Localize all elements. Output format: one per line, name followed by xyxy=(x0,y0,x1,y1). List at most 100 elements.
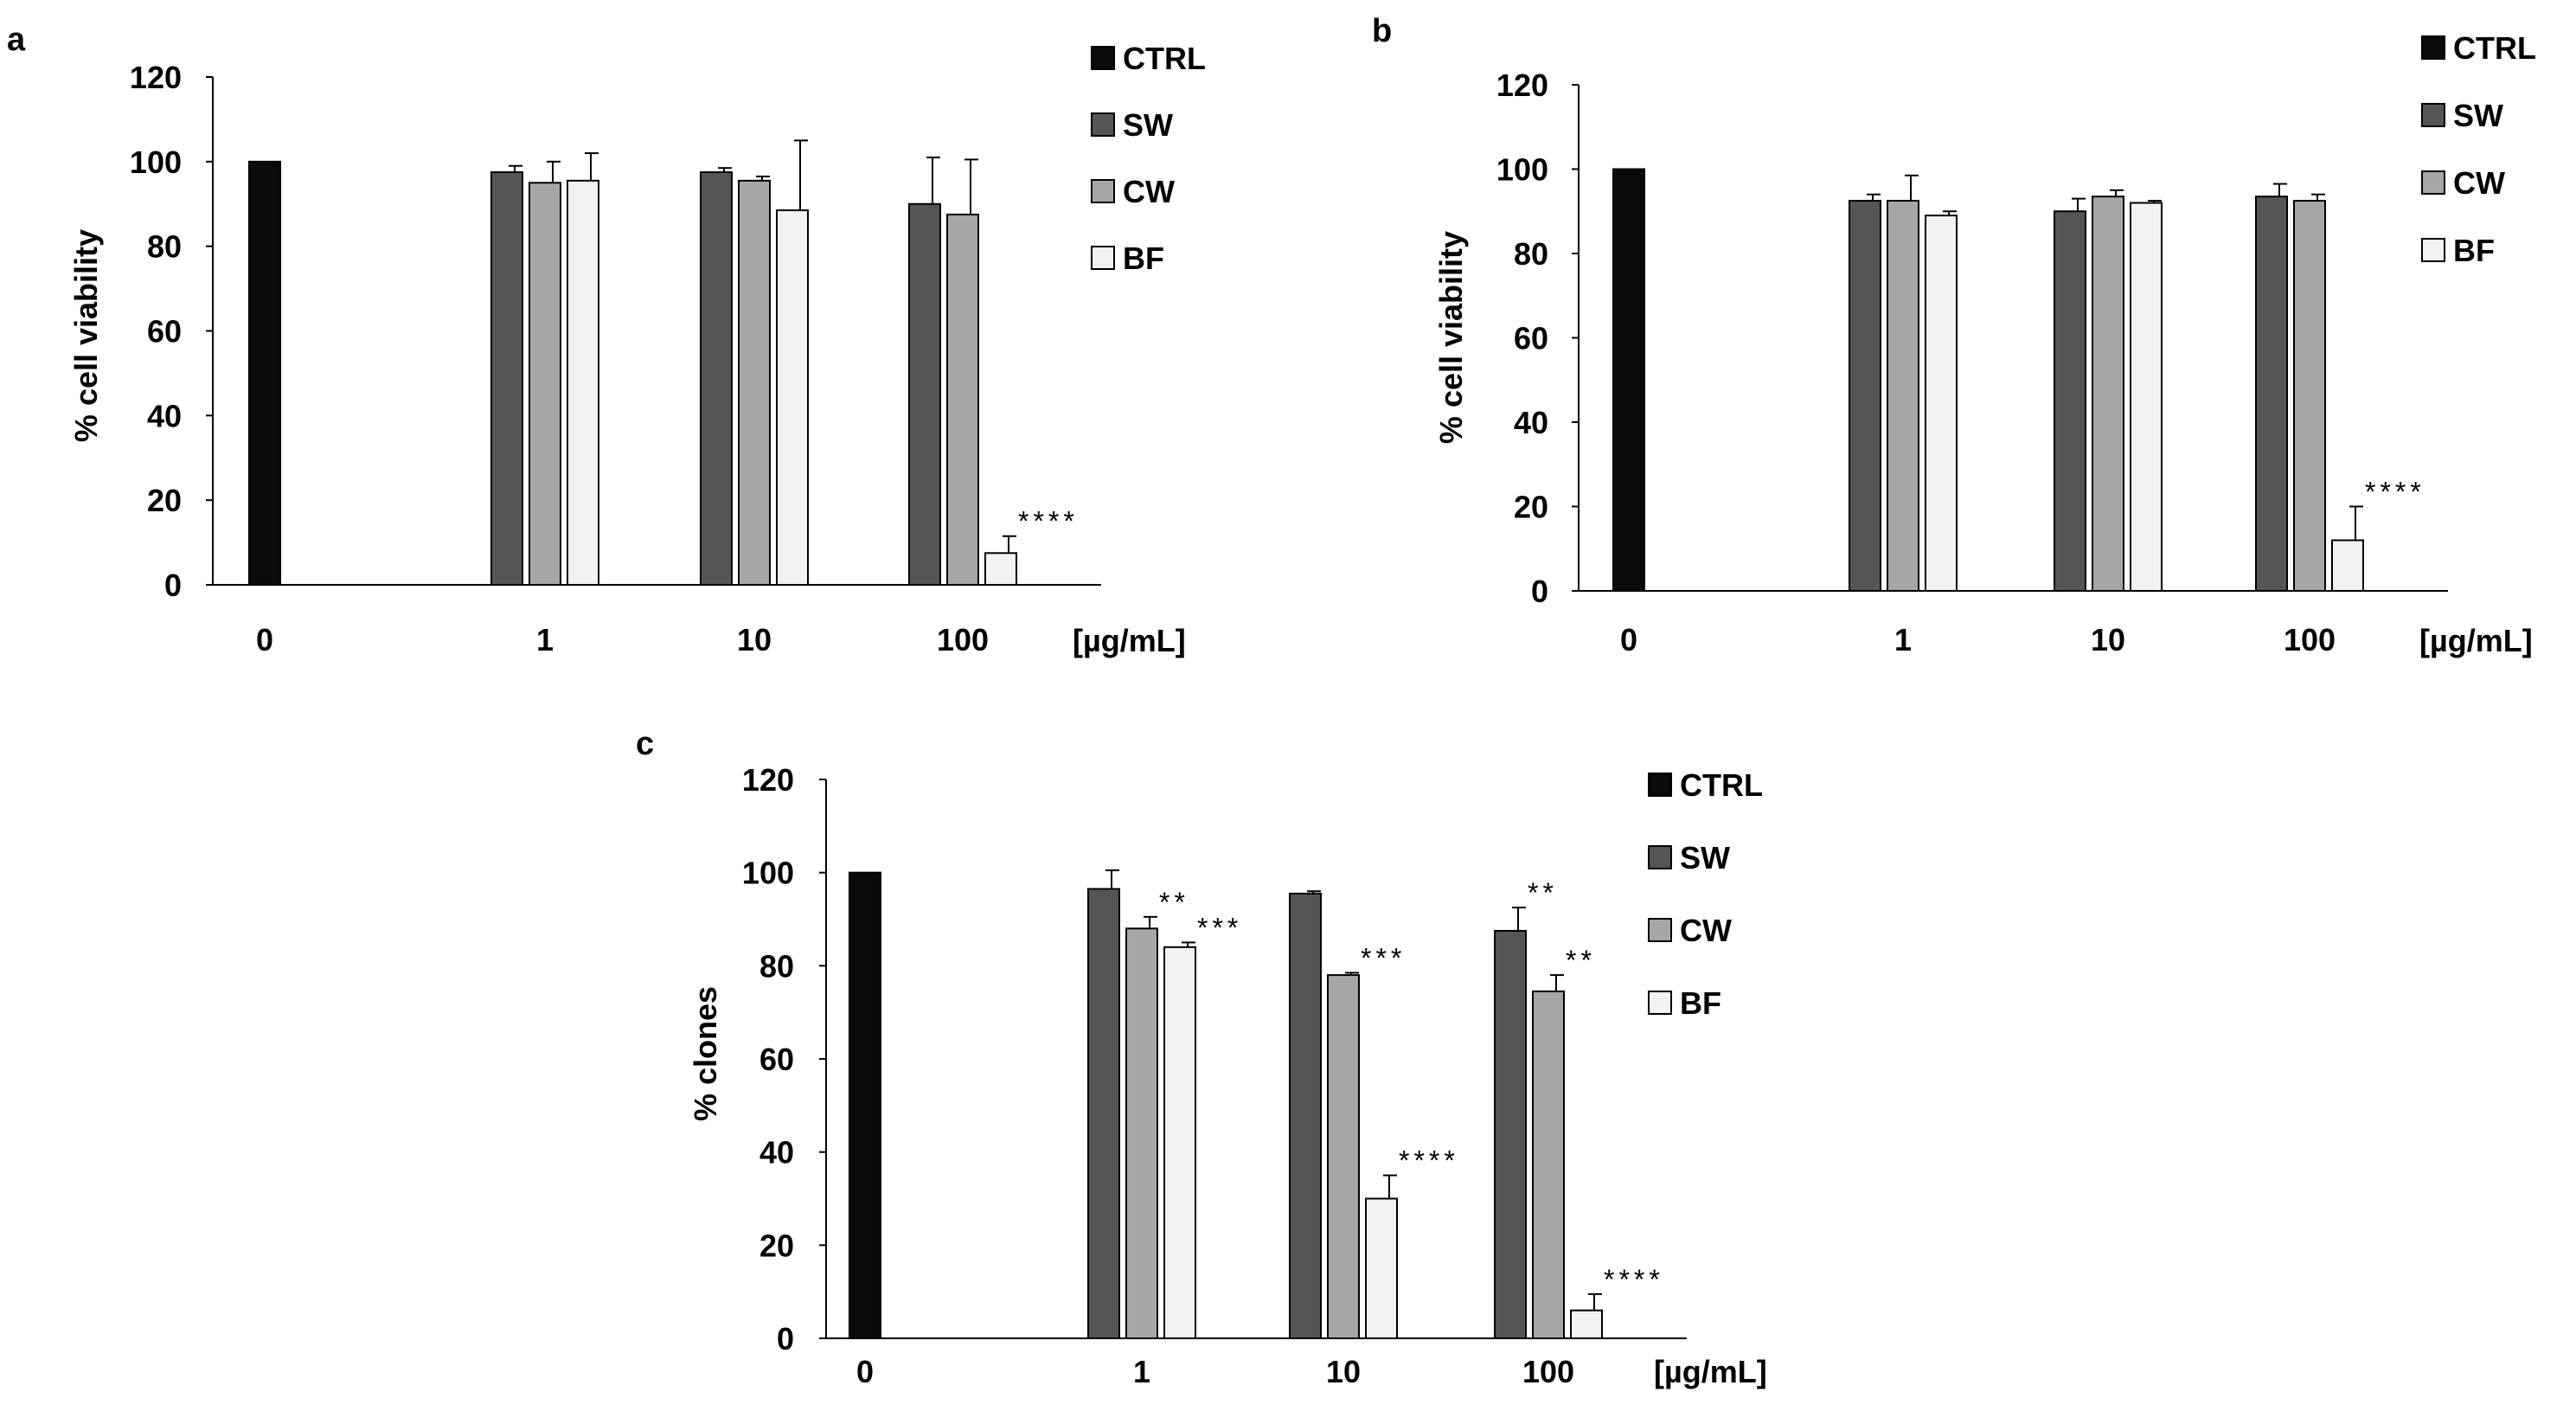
bar-cw xyxy=(738,179,771,587)
bar-cw xyxy=(946,213,979,587)
bar-bf xyxy=(567,179,599,587)
bar-cw xyxy=(1532,990,1565,1339)
bar-sw xyxy=(2255,196,2288,592)
panel-label: a xyxy=(7,22,26,58)
x-tick-label: 1 xyxy=(1894,622,1912,657)
legend: CTRL SW CW BF xyxy=(1648,767,1763,1021)
y-tick-label: 60 xyxy=(147,314,182,350)
plot-area: 0 20 40 60 80 100 120 0 1 10 100 **** xyxy=(130,60,1101,657)
y-tick-label: 0 xyxy=(777,1321,794,1356)
bar-sw xyxy=(2054,210,2086,592)
x-tick-label: 1 xyxy=(1133,1354,1150,1389)
y-tick-label: 100 xyxy=(130,144,182,180)
legend-swatch xyxy=(1091,46,1115,70)
x-axis-unit-label: [µg/mL] xyxy=(1654,1354,1767,1389)
panel-a: a % cell viability 0 20 40 60 80 100 120 0 1 10 10… xyxy=(7,22,1206,658)
legend-label: BF xyxy=(1680,985,1721,1021)
panel-label: c xyxy=(636,726,654,762)
y-tick-label: 20 xyxy=(147,483,182,518)
legend-swatch xyxy=(1091,179,1115,203)
y-axis-label: % cell viability xyxy=(68,229,104,442)
bar-ctrl xyxy=(849,871,881,1339)
y-tick-label: 80 xyxy=(147,229,182,265)
y-tick-label: 40 xyxy=(1514,405,1548,440)
bar-sw xyxy=(490,171,523,586)
legend-swatch xyxy=(1091,246,1115,270)
legend-swatch xyxy=(1648,991,1672,1015)
legend-swatch xyxy=(2421,103,2445,127)
y-tick-label: 120 xyxy=(130,60,182,95)
y-tick-label: 0 xyxy=(1531,574,1548,609)
x-tick-label: 0 xyxy=(1620,622,1637,657)
y-tick-label: 40 xyxy=(759,1135,794,1170)
legend-label: CW xyxy=(2453,165,2505,201)
significance-label: **** xyxy=(1018,506,1079,537)
legend-swatch xyxy=(2421,35,2445,60)
bar-cw xyxy=(1125,927,1158,1340)
bar-cw xyxy=(1327,974,1360,1339)
legend-label: SW xyxy=(1680,840,1730,875)
bar-bf xyxy=(1925,215,1958,592)
bar-sw xyxy=(1289,892,1322,1340)
plot-area: 0 20 40 60 80 100 120 0 1 10 100 **** xyxy=(1496,67,2448,657)
x-tick-label: 0 xyxy=(856,1354,874,1389)
y-tick-label: 20 xyxy=(759,1228,794,1263)
legend-label: CW xyxy=(1123,174,1175,209)
x-axis-unit-label: [µg/mL] xyxy=(2419,623,2533,658)
bar-cw xyxy=(1887,200,1919,592)
bar-cw xyxy=(2293,200,2326,592)
legend-swatch xyxy=(1091,112,1115,137)
legend-label: BF xyxy=(2453,233,2495,268)
bar-ctrl xyxy=(248,160,281,586)
significance-label: **** xyxy=(1604,1264,1664,1295)
bar-sw xyxy=(908,202,941,586)
panel-b: b % cell viability 0 20 40 60 80 100 120 0 1 10 10… xyxy=(1372,13,2536,658)
x-tick-label: 10 xyxy=(737,622,772,657)
legend: CTRL SW CW BF xyxy=(1091,41,1206,276)
legend-swatch xyxy=(2421,238,2445,262)
y-tick-label: 0 xyxy=(164,568,182,603)
y-tick-label: 120 xyxy=(1496,67,1548,103)
bar-bf xyxy=(984,552,1017,586)
bar-sw xyxy=(1494,929,1527,1340)
bar-bf xyxy=(2130,202,2163,592)
y-tick-label: 60 xyxy=(759,1042,794,1077)
bar-bf xyxy=(1163,946,1196,1340)
legend-label: CTRL xyxy=(1680,767,1763,803)
bar-cw xyxy=(529,182,561,587)
x-axis-unit-label: [µg/mL] xyxy=(1073,623,1186,658)
bar-sw xyxy=(1087,888,1120,1339)
x-tick-label: 10 xyxy=(2091,622,2125,657)
y-axis-label: % cell viability xyxy=(1433,231,1469,444)
significance-label: **** xyxy=(1399,1145,1459,1177)
significance-label: ** xyxy=(1566,945,1596,976)
significance-label: *** xyxy=(1361,942,1406,973)
x-tick-label: 100 xyxy=(1522,1354,1574,1389)
significance-label: ** xyxy=(1528,877,1558,908)
bar-sw xyxy=(1849,200,1881,592)
x-tick-label: 100 xyxy=(2284,622,2336,657)
legend-label: CW xyxy=(1680,913,1732,948)
significance-label: ** xyxy=(1159,887,1189,918)
legend-swatch xyxy=(1648,773,1672,797)
y-tick-label: 20 xyxy=(1514,490,1548,525)
legend-swatch xyxy=(1648,845,1672,869)
legend-label: BF xyxy=(1123,241,1164,276)
y-tick-label: 40 xyxy=(147,398,182,433)
y-tick-label: 100 xyxy=(1496,152,1548,188)
x-tick-label: 100 xyxy=(937,622,989,657)
legend-swatch xyxy=(1648,918,1672,942)
bar-bf xyxy=(2331,539,2364,592)
bar-bf xyxy=(1365,1197,1398,1339)
x-tick-label: 10 xyxy=(1326,1354,1361,1389)
legend-swatch xyxy=(2421,170,2445,195)
legend-label: SW xyxy=(1123,107,1173,143)
y-tick-label: 60 xyxy=(1514,321,1548,356)
legend-label: SW xyxy=(2453,98,2503,133)
bar-ctrl xyxy=(1612,168,1645,592)
panel-label: b xyxy=(1372,13,1392,49)
y-tick-label: 120 xyxy=(742,762,794,798)
